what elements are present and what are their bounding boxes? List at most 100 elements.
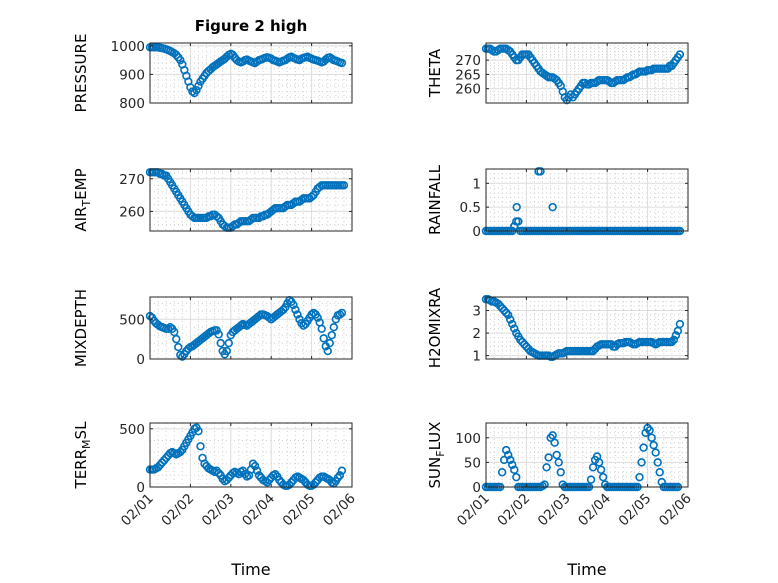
- y-tick-label: 260: [119, 204, 145, 220]
- data-point: [202, 213, 211, 223]
- y-tick-label: 500: [119, 422, 145, 438]
- axes-frame: [149, 296, 353, 360]
- data-point: [329, 323, 339, 332]
- subplot-4: 0 0.5 1 RAINFALL: [426, 164, 689, 240]
- data-point: [293, 310, 302, 319]
- x-axis-label: Time: [566, 560, 606, 579]
- data-point: [540, 480, 549, 489]
- data-point: [240, 470, 250, 479]
- y-axis-label: TERRMSL: [72, 421, 93, 490]
- data-point: [317, 324, 326, 333]
- data-point: [252, 466, 262, 475]
- series-1: [145, 295, 347, 361]
- data-point: [510, 324, 519, 333]
- data-point: [497, 468, 507, 477]
- data-point: [647, 433, 656, 442]
- data-point: [262, 478, 272, 487]
- data-point: [337, 308, 347, 318]
- y-tick-label: 0: [472, 224, 481, 240]
- y-axis-label: MIXDEPTH: [72, 289, 90, 367]
- data-point: [258, 212, 268, 221]
- data-point: [309, 480, 318, 489]
- data-point: [254, 471, 264, 480]
- y-tick-label: 0: [136, 480, 145, 496]
- series-1: [481, 295, 685, 361]
- y-tick-label: 270: [119, 172, 145, 188]
- y-tick-label: 900: [119, 67, 145, 83]
- data-point: [172, 334, 181, 344]
- data-point: [536, 167, 545, 176]
- data-point: [216, 338, 225, 348]
- data-point: [287, 478, 296, 487]
- data-point: [275, 475, 284, 485]
- y-axis-label: AIRTEMP: [72, 168, 93, 231]
- data-point: [228, 221, 238, 231]
- y-tick-label: 0: [472, 480, 481, 496]
- data-point: [155, 460, 165, 470]
- data-point: [248, 459, 258, 468]
- data-point: [510, 465, 519, 474]
- data-point: [651, 448, 660, 457]
- data-point: [550, 438, 559, 447]
- y-tick-label: 1000: [111, 39, 145, 55]
- data-point: [335, 471, 345, 480]
- data-point: [637, 458, 646, 467]
- data-point: [339, 181, 349, 190]
- y-axis-label: PRESSURE: [72, 34, 90, 113]
- data-point: [299, 475, 308, 485]
- axes-frame: [149, 42, 353, 104]
- y-tick-label: 1: [472, 349, 481, 365]
- subplot-3: 260 270 AIRTEMP: [72, 168, 353, 232]
- data-point: [157, 169, 167, 179]
- axes-frame: [485, 42, 689, 104]
- data-point: [504, 450, 513, 460]
- data-point: [174, 342, 183, 352]
- data-point: [669, 335, 679, 345]
- data-point: [192, 85, 201, 95]
- data-point: [331, 315, 341, 324]
- data-point: [554, 458, 563, 467]
- axes-frame: [485, 296, 689, 360]
- data-point: [635, 472, 644, 482]
- data-point: [508, 460, 517, 470]
- data-point: [504, 310, 513, 320]
- data-point: [667, 337, 677, 347]
- y-axis-label: SUNFLUX: [426, 422, 447, 489]
- data-point: [639, 443, 648, 452]
- data-point: [161, 453, 171, 463]
- x-axis-label: Time: [230, 560, 270, 579]
- data-point: [671, 331, 681, 340]
- data-point: [655, 468, 664, 477]
- data-point: [657, 477, 666, 487]
- data-point: [508, 319, 517, 329]
- y-tick-label: 260: [455, 82, 481, 98]
- y-tick-label: 270: [455, 53, 481, 69]
- data-point: [291, 305, 300, 314]
- data-point: [157, 458, 167, 467]
- data-point: [212, 466, 221, 475]
- data-point: [212, 212, 221, 221]
- y-tick-label: 265: [455, 67, 481, 83]
- data-point: [285, 480, 294, 489]
- data-point: [514, 217, 523, 226]
- data-point: [675, 319, 685, 329]
- data-point: [556, 468, 565, 477]
- data-point: [224, 338, 233, 348]
- figure-title: Figure 2 high: [195, 17, 308, 35]
- data-point: [552, 450, 561, 460]
- data-point: [335, 310, 345, 319]
- data-point: [548, 431, 557, 440]
- data-point: [254, 213, 264, 223]
- data-point: [200, 459, 209, 468]
- y-tick-label: 3: [472, 304, 481, 320]
- y-tick-label: 100: [455, 431, 481, 447]
- data-point: [281, 303, 290, 312]
- data-point: [502, 308, 511, 317]
- data-point: [212, 326, 221, 335]
- y-tick-label: 2: [472, 326, 481, 342]
- axes-frame: [149, 422, 353, 488]
- data-point: [506, 315, 515, 324]
- data-point: [506, 455, 515, 465]
